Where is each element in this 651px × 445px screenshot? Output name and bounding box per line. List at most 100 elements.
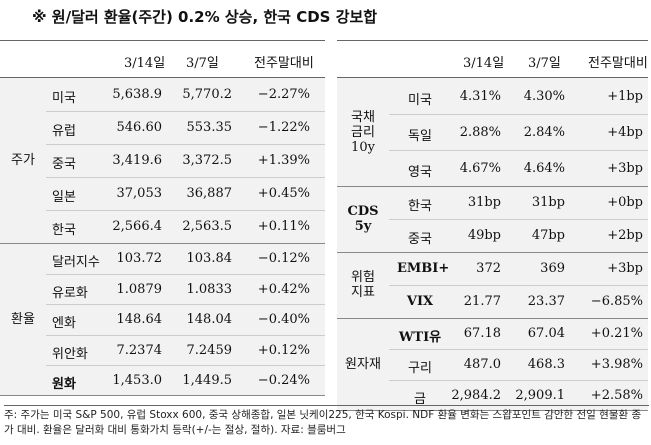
group-divider: [337, 252, 648, 253]
row-label: 중국: [52, 157, 76, 172]
cell-value: −0.12%: [257, 251, 310, 266]
cell-value: 31bp: [531, 195, 565, 210]
group-label: CDS 5y: [347, 204, 379, 234]
row-label: 독일: [408, 129, 432, 144]
table-row: 원화 1,453.0 1,449.5 −0.24%: [0, 365, 325, 396]
table-row: 미국 5,638.9 5,770.2 −2.27%: [0, 78, 325, 111]
table-row: WTI유 67.18 67.04 +0.21%: [337, 318, 648, 349]
cell-value: +3bp: [607, 261, 643, 276]
table-row: 영국 4.67% 4.64% +3bp: [337, 150, 648, 186]
cell-value: −1.22%: [257, 120, 310, 135]
row-label: 엔화: [52, 316, 76, 331]
table-row: 한국 31bp 31bp +0bp: [337, 186, 648, 219]
row-divider: [46, 210, 325, 211]
column-header: 전주말대비: [254, 56, 314, 71]
group-divider: [337, 318, 648, 319]
cell-value: 31bp: [467, 195, 501, 210]
row-divider: [389, 150, 648, 151]
table-body: 미국 5,638.9 5,770.2 −2.27% 유럽 546.60 553.35 −1.2…: [0, 78, 325, 396]
row-label: 달러지수: [52, 255, 100, 270]
cell-value: −0.24%: [257, 373, 310, 388]
column-header: 3/14일: [124, 56, 166, 71]
cell-value: +0.11%: [257, 219, 310, 234]
cell-value: 5,770.2: [182, 87, 232, 102]
table-row: 금 2,984.2 2,909.1 +2.58%: [337, 380, 648, 411]
cell-value: 4.64%: [523, 161, 565, 176]
row-divider: [46, 334, 325, 336]
cell-value: +4bp: [607, 125, 643, 140]
cell-value: 148.04: [186, 312, 233, 327]
table-header: 3/14일 3/7일 전주말대비: [0, 40, 325, 78]
row-label: 영국: [408, 165, 432, 180]
cell-value: 148.64: [116, 312, 163, 327]
row-label: 미국: [408, 93, 432, 108]
cell-value: 67.04: [527, 326, 565, 341]
cell-value: 47bp: [531, 228, 565, 243]
cell-value: +2.58%: [590, 388, 643, 403]
table-header: 3/14일 3/7일 전주말대비: [337, 40, 648, 78]
cell-value: 2,909.1: [515, 388, 565, 403]
cell-value: 3,419.6: [112, 153, 162, 168]
cell-value: 487.0: [463, 357, 501, 372]
column-header: 3/14일: [463, 56, 505, 71]
cell-value: −2.27%: [257, 87, 310, 102]
cell-value: 468.3: [527, 357, 565, 372]
cell-value: +1bp: [607, 89, 643, 104]
cell-value: 546.60: [116, 120, 163, 135]
group-label: 국채 금리 10y: [351, 109, 375, 155]
cell-value: 5,638.9: [112, 87, 162, 102]
page-title: ※ 원/달러 환율(주간) 0.2% 상승, 한국 CDS 강보합: [32, 8, 378, 26]
group-label: 주가: [11, 153, 35, 168]
cell-value: −6.85%: [590, 294, 643, 309]
column-header: 3/7일: [528, 56, 561, 71]
row-label: 원화: [52, 377, 76, 392]
column-header: 3/7일: [186, 56, 219, 71]
table-row: 위안화 7.2374 7.2459 +0.12%: [0, 335, 325, 366]
cell-value: 67.18: [463, 326, 501, 341]
table-row: 독일 2.88% 2.84% +4bp: [337, 114, 648, 150]
column-header: 전주말대비: [588, 56, 648, 71]
table-row: EMBI+ 372 369 +3bp: [337, 252, 648, 285]
row-label: VIX: [406, 294, 434, 309]
row-label: 중국: [408, 232, 432, 247]
cell-value: +3bp: [607, 161, 643, 176]
cell-value: 2,563.5: [182, 219, 232, 234]
table-row: VIX 21.77 23.37 −6.85%: [337, 285, 648, 318]
cell-value: +0.21%: [590, 326, 643, 341]
table-row: 유럽 546.60 553.35 −1.22%: [0, 111, 325, 144]
row-label: 유럽: [52, 124, 76, 139]
cell-value: 103.72: [116, 251, 163, 266]
cell-value: +0.42%: [257, 281, 310, 297]
cell-value: −0.40%: [257, 312, 310, 327]
cell-value: 1.0879: [116, 281, 163, 297]
cell-value: +0bp: [607, 195, 643, 210]
row-divider: [46, 273, 325, 275]
cell-value: 103.84: [186, 251, 233, 266]
table-bottom-border: [337, 410, 648, 411]
cell-value: 7.2374: [116, 342, 163, 358]
cell-value: +0.45%: [257, 186, 310, 201]
cell-value: 4.67%: [459, 161, 501, 176]
group-divider: [337, 186, 648, 187]
table-row: 유로화 1.0879 1.0833 +0.42%: [0, 274, 325, 305]
table-body: 미국 4.31% 4.30% +1bp 독일 2.88% 2.84% +4bp 영국 4.67% 4…: [337, 78, 648, 411]
row-label: 일본: [52, 190, 76, 205]
row-label: 금: [414, 392, 426, 407]
cell-value: 1.0833: [186, 281, 233, 297]
row-divider: [46, 111, 325, 112]
row-label: 구리: [408, 361, 432, 376]
row-divider: [46, 365, 325, 366]
cell-value: 3,372.5: [182, 153, 232, 168]
cell-value: 372: [476, 261, 501, 276]
cell-value: 4.30%: [523, 89, 565, 104]
cell-value: +0.12%: [257, 342, 310, 358]
row-divider: [46, 144, 325, 145]
row-divider: [389, 380, 648, 381]
row-divider: [389, 114, 648, 115]
row-divider: [389, 349, 648, 350]
row-label: 유로화: [52, 285, 88, 301]
row-label: 한국: [408, 199, 432, 214]
cell-value: 4.31%: [459, 89, 501, 104]
table-row: 구리 487.0 468.3 +3.98%: [337, 349, 648, 380]
table-row: 일본 37,053 36,887 +0.45%: [0, 177, 325, 210]
